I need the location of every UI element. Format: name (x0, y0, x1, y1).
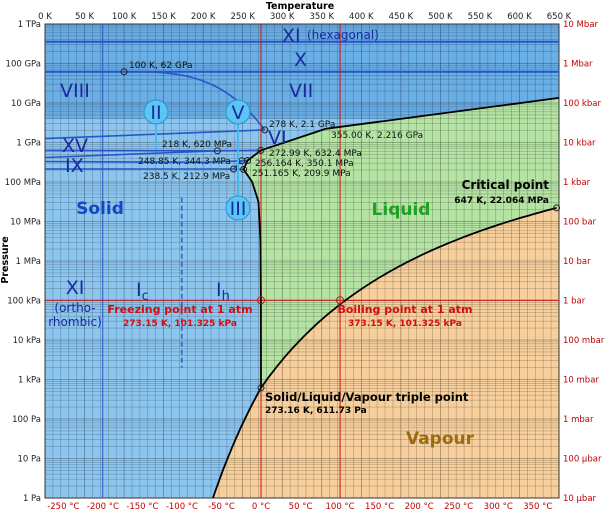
bottom-tick-label: -250 °C (47, 502, 79, 512)
point-label-256k: 256.164 K, 350.1 MPa (255, 159, 354, 169)
ice-ii-label: II (150, 102, 161, 124)
point-label-272k: 272.99 K, 632.4 MPa (269, 149, 362, 159)
freezing-point-value: 273.15 K, 101.325 kPa (123, 319, 237, 329)
left-tick-label: 100 Pa (12, 415, 41, 425)
left-tick-label: 100 MPa (5, 178, 41, 188)
vapour-label: Vapour (406, 429, 475, 449)
ice-v-label: V (232, 102, 245, 124)
ice-xv-label: XV (62, 135, 88, 157)
left-tick-label: 1 Pa (23, 494, 41, 504)
y-axis-title: Pressure (0, 236, 11, 283)
triple-point-value: 273.16 K, 611.73 Pa (265, 406, 367, 416)
point-label-238k: 238.5 K, 212.9 MPa (143, 172, 230, 182)
left-tick-label: 1 MPa (16, 257, 41, 267)
bottom-tick-label: 250 °C (444, 502, 473, 512)
right-tick-label: 1 kbar (563, 178, 591, 188)
point-label-355k: 355.00 K, 2.216 GPa (331, 131, 423, 141)
liquid-label: Liquid (372, 200, 431, 220)
left-tick-label: 1 GPa (16, 139, 41, 149)
ice-viii-label: VIII (60, 80, 90, 102)
bottom-tick-label: -150 °C (126, 502, 158, 512)
left-tick-label: 10 MPa (10, 218, 41, 228)
critical-point-value: 647 K, 22.064 MPa (454, 196, 549, 206)
right-tick-label: 100 kbar (563, 99, 601, 109)
critical-point-title: Critical point (462, 178, 550, 192)
top-tick-label: 500 K (428, 12, 453, 22)
bottom-tick-label: 300 °C (484, 502, 513, 512)
ice-xi-ortho-note1: (ortho- (54, 301, 95, 315)
bottom-tick-label: -100 °C (166, 502, 198, 512)
bottom-tick-label: 150 °C (365, 502, 394, 512)
point-label-100k: 100 K, 62 GPa (129, 61, 193, 71)
top-tick-label: 200 K (191, 12, 216, 22)
left-tick-label: 10 kPa (13, 336, 41, 346)
left-tick-label: 100 GPa (6, 60, 41, 70)
top-tick-label: 550 K (468, 12, 493, 22)
left-tick-label: 10 GPa (11, 99, 41, 109)
ice-xi-ortho-label: XI (66, 277, 85, 299)
right-tick-label: 10 bar (563, 257, 591, 267)
bottom-tick-label: 350 °C (523, 502, 552, 512)
top-tick-label: 600 K (507, 12, 532, 22)
point-label-278k: 278 K, 2.1 GPa (269, 120, 335, 130)
top-tick-label: 450 K (389, 12, 414, 22)
top-tick-label: 100 K (112, 12, 137, 22)
bottom-tick-label: -50 °C (208, 502, 235, 512)
left-tick-label: 10 Pa (18, 455, 41, 465)
point-label-251k: 251.165 K, 209.9 MPa (252, 169, 351, 179)
right-tick-label: 10 µbar (563, 494, 597, 504)
ice-xi-hex-note: (hexagonal) (307, 28, 379, 42)
right-tick-label: 1 bar (563, 297, 586, 307)
right-tick-label: 10 Mbar (563, 20, 598, 30)
ice-xi-ortho-note2: rhombic) (48, 315, 102, 329)
triple-point-title: Solid/Liquid/Vapour triple point (265, 390, 469, 404)
bottom-tick-label: 50 °C (289, 502, 313, 512)
ice-ix-label: IX (65, 155, 84, 177)
point-label-218k: 218 K, 620 MPa (162, 140, 232, 150)
ice-iii-marker: III (226, 196, 250, 220)
freezing-point-title: Freezing point at 1 atm (107, 303, 252, 316)
ice-vi-label: VI (268, 127, 287, 149)
top-tick-label: 50 K (75, 12, 95, 22)
bottom-tick-label: 200 °C (405, 502, 434, 512)
left-tick-label: 1 kPa (18, 376, 41, 386)
ice-xi-hex-label: XI (282, 25, 301, 47)
right-tick-label: 10 mbar (563, 376, 599, 386)
right-tick-label: 100 µbar (563, 455, 602, 465)
boiling-point-title: Boiling point at 1 atm (337, 303, 472, 316)
left-tick-label: 100 kPa (7, 297, 41, 307)
bottom-tick-label: 0 °C (252, 502, 270, 512)
point-label-248k: 248.85 K, 344.3 MPa (138, 157, 231, 167)
top-tick-label: 400 K (349, 12, 374, 22)
top-tick-label: 250 K (230, 12, 255, 22)
ice-vii-label: VII (289, 80, 313, 102)
right-tick-label: 100 bar (563, 218, 597, 228)
bottom-tick-label: 100 °C (326, 502, 355, 512)
top-tick-label: 350 K (310, 12, 335, 22)
right-tick-label: 1 Mbar (563, 60, 593, 70)
bottom-tick-label: -200 °C (87, 502, 119, 512)
right-tick-label: 10 kbar (563, 139, 596, 149)
right-tick-label: 1 mbar (563, 415, 594, 425)
solid-label: Solid (76, 199, 124, 219)
ice-x-label: X (294, 49, 307, 71)
ice-iii-label: III (230, 198, 247, 220)
x-axis-title: Temperature (266, 1, 334, 12)
top-tick-label: 300 K (270, 12, 295, 22)
right-tick-label: 100 mbar (563, 336, 605, 346)
top-tick-label: 150 K (151, 12, 176, 22)
left-tick-label: 1 TPa (18, 20, 41, 30)
boiling-point-value: 373.15 K, 101.325 kPa (348, 319, 462, 329)
